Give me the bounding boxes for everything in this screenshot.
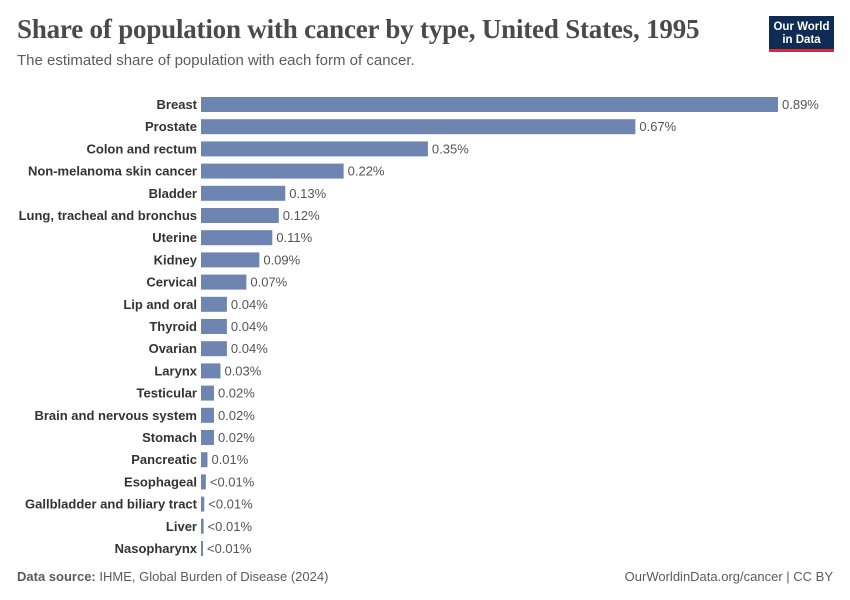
- value-label: 0.13%: [289, 186, 326, 201]
- bar[interactable]: [201, 230, 273, 246]
- value-label: 0.02%: [218, 386, 255, 401]
- value-label: 0.09%: [263, 252, 300, 267]
- value-label: 0.01%: [211, 452, 248, 467]
- category-label: Brain and nervous system: [34, 408, 197, 423]
- category-label: Esophageal: [124, 474, 197, 489]
- bar[interactable]: [201, 185, 286, 201]
- value-label: <0.01%: [208, 497, 253, 512]
- bar[interactable]: [201, 274, 247, 290]
- logo-line-1: Our World: [773, 21, 830, 33]
- chart-subtitle: The estimated share of population with e…: [17, 52, 415, 69]
- owid-logo[interactable]: Our World in Data: [769, 16, 834, 52]
- category-label: Lung, tracheal and bronchus: [19, 208, 197, 223]
- value-label: <0.01%: [207, 541, 252, 556]
- value-label: 0.02%: [218, 430, 255, 445]
- bar[interactable]: [201, 163, 344, 179]
- bar[interactable]: [201, 141, 428, 157]
- category-label: Kidney: [154, 252, 198, 267]
- category-label: Cervical: [146, 275, 197, 290]
- data-source-text[interactable]: IHME, Global Burden of Disease (2024): [99, 569, 329, 584]
- bar-chart: Breast 0.89% Prostate 0.67% Colon and rectum…: [19, 97, 819, 556]
- category-label: Testicular: [137, 386, 197, 401]
- value-label: 0.04%: [231, 319, 268, 334]
- category-label: Non-melanoma skin cancer: [28, 164, 197, 179]
- value-label: 0.07%: [250, 275, 287, 290]
- category-label: Nasopharynx: [115, 541, 198, 556]
- value-label: 0.04%: [231, 341, 268, 356]
- category-label: Larynx: [154, 363, 197, 378]
- category-label: Prostate: [145, 119, 197, 134]
- data-source: Data source: IHME, Global Burden of Dise…: [17, 569, 328, 584]
- value-label: <0.01%: [210, 474, 255, 489]
- category-label: Stomach: [142, 430, 197, 445]
- value-label: 0.03%: [224, 363, 261, 378]
- category-label: Uterine: [152, 230, 197, 245]
- category-label: Colon and rectum: [86, 141, 197, 156]
- category-label: Pancreatic: [131, 452, 197, 467]
- bar[interactable]: [201, 541, 203, 556]
- bar[interactable]: [201, 341, 227, 357]
- logo-line-2: in Data: [782, 34, 821, 46]
- bar[interactable]: [201, 385, 214, 401]
- value-label: 0.22%: [348, 164, 385, 179]
- bar[interactable]: [201, 496, 205, 512]
- category-label: Liver: [166, 519, 197, 534]
- value-label: 0.11%: [276, 230, 312, 245]
- bar[interactable]: [201, 208, 279, 223]
- value-label: 0.35%: [432, 141, 469, 156]
- value-label: 0.02%: [218, 408, 255, 423]
- value-label: 0.67%: [639, 119, 676, 134]
- bar[interactable]: [201, 474, 206, 490]
- bar[interactable]: [201, 518, 204, 534]
- bar[interactable]: [201, 452, 208, 468]
- category-label: Breast: [157, 97, 198, 112]
- bar[interactable]: [201, 407, 214, 423]
- bar[interactable]: [201, 97, 778, 112]
- value-label: 0.04%: [231, 297, 268, 312]
- category-label: Thyroid: [149, 319, 197, 334]
- value-label: <0.01%: [208, 519, 253, 534]
- source-url[interactable]: OurWorldinData.org/cancer | CC BY: [624, 569, 833, 584]
- value-label: 0.12%: [283, 208, 320, 223]
- chart-title: Share of population with cancer by type,…: [17, 14, 700, 44]
- category-label: Bladder: [149, 186, 197, 201]
- bar[interactable]: [201, 252, 260, 268]
- bar[interactable]: [201, 319, 227, 334]
- data-source-label: Data source:: [17, 569, 96, 584]
- bar[interactable]: [201, 119, 636, 135]
- bar[interactable]: [201, 430, 214, 445]
- category-label: Lip and oral: [123, 297, 197, 312]
- value-label: 0.89%: [782, 97, 819, 112]
- category-label: Gallbladder and biliary tract: [25, 497, 198, 512]
- category-label: Ovarian: [149, 341, 197, 356]
- bar[interactable]: [201, 363, 221, 379]
- bar[interactable]: [201, 296, 227, 312]
